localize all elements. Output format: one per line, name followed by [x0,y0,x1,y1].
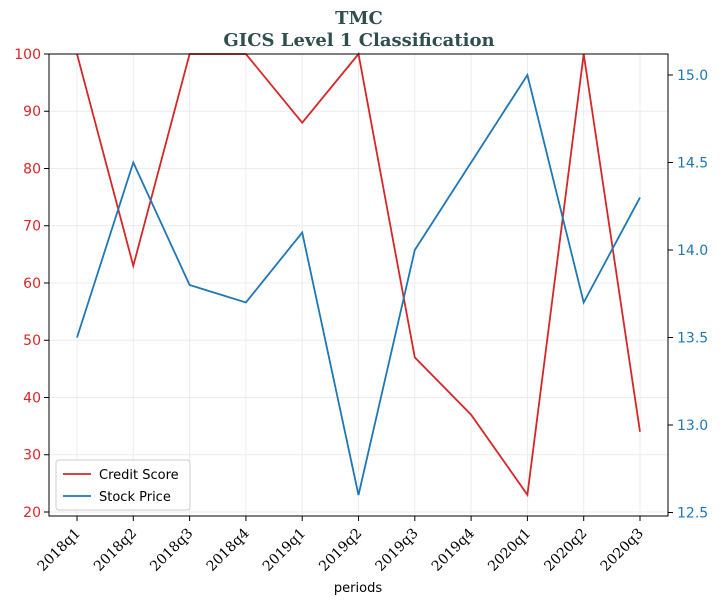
right-axis-tick-label: 14.5 [677,156,708,172]
x-axis-tick-label: 2019q4 [429,525,478,574]
left-axis-tick-label: 40 [23,390,41,406]
x-axis-tick-label: 2018q1 [35,526,84,575]
legend-label-stock-price: Stock Price [99,490,171,505]
chart-subtitle: GICS Level 1 Classification [223,30,494,51]
right-axis-tick-label: 13.5 [677,331,708,347]
left-axis-tick-label: 70 [23,219,41,235]
legend: Credit Score Stock Price [55,459,191,511]
left-axis-tick-label: 100 [14,47,41,63]
right-axis-tick-label: 12.5 [677,506,708,522]
right-axis-tick-label: 15.0 [677,68,708,84]
x-axis-tick-label: 2018q4 [204,525,253,574]
x-axis-tick-label: 2018q2 [91,526,140,575]
series-line-stock-price [76,72,641,496]
legend-box [55,459,191,511]
legend-label-credit-score: Credit Score [99,468,179,483]
x-axis: 2018q1 2018q2 2018q3 2018q4 2019q1 2019q2 2019… [35,516,647,575]
left-axis: 20 30 40 50 60 70 80 90 100 [14,47,49,521]
left-axis-tick-label: 60 [23,276,41,292]
x-axis-tick-label: 2020q1 [485,526,534,575]
left-axis-tick-label: 50 [23,333,41,349]
x-axis-tick-label: 2019q1 [260,526,309,575]
x-axis-label: periods [334,581,382,596]
left-axis-tick-label: 80 [23,161,41,177]
x-axis-tick-label: 2018q3 [147,526,196,575]
x-axis-tick-label: 2020q3 [598,526,647,575]
right-axis-tick-label: 13.0 [677,418,708,434]
left-axis-tick-label: 90 [23,104,41,120]
left-axis-tick-label: 20 [23,505,41,521]
left-axis-tick-label: 30 [23,448,41,464]
right-axis: 12.5 13.0 13.5 14.0 14.5 15.0 [668,68,708,522]
chart-title: TMC [335,8,383,29]
grid-lines [49,53,668,516]
right-axis-tick-label: 14.0 [677,243,708,259]
x-axis-tick-label: 2019q2 [316,526,365,575]
x-axis-tick-label: 2020q2 [541,526,590,575]
x-axis-tick-label: 2019q3 [372,526,421,575]
